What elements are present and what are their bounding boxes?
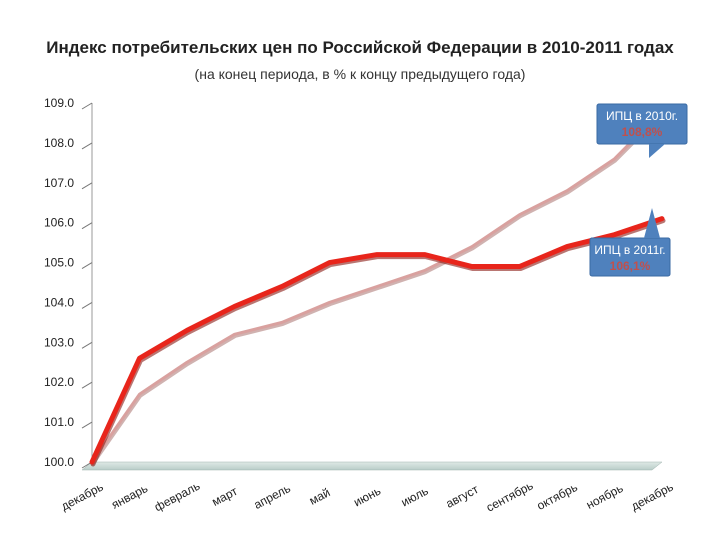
y-tick-label: 105.0 bbox=[44, 256, 74, 270]
callout-box bbox=[596, 103, 688, 145]
x-tick-label: апрель bbox=[251, 481, 292, 512]
x-tick-label: март bbox=[209, 484, 240, 509]
x-tick-label: февраль bbox=[152, 479, 202, 515]
y-tick-label: 109.0 bbox=[44, 96, 74, 110]
y-tick-mark bbox=[81, 142, 93, 150]
x-tick-label: декабрь bbox=[629, 480, 676, 514]
series-2011-shadow bbox=[90, 218, 666, 467]
chart-subtitle: (на конец периода, в % к концу предыдуще… bbox=[194, 66, 526, 82]
callout-value: 106,1% bbox=[610, 259, 651, 273]
callout-label: ИПЦ в 2011г. bbox=[594, 243, 665, 257]
x-tick-label: январь bbox=[109, 481, 150, 512]
x-tick-label: август bbox=[443, 482, 481, 511]
callout-2011: ИПЦ в 2011г. 106,1% bbox=[589, 208, 671, 277]
x-tick-label: декабрь bbox=[59, 480, 106, 514]
series-2011-line bbox=[89, 216, 665, 465]
y-tick-label: 103.0 bbox=[44, 335, 74, 349]
y-tick-mark bbox=[81, 421, 93, 429]
y-tick-mark bbox=[81, 222, 93, 230]
series-2010-line bbox=[90, 109, 664, 464]
y-tick-label: 108.0 bbox=[44, 136, 74, 150]
y-tick-label: 106.0 bbox=[44, 216, 74, 230]
y-tick-mark bbox=[81, 341, 93, 349]
x-tick-label: май bbox=[307, 485, 333, 508]
callout-value: 108,8% bbox=[622, 125, 663, 139]
chart-floor bbox=[81, 461, 663, 471]
x-tick-label: октябрь bbox=[534, 480, 579, 513]
x-tick-label: ноябрь bbox=[584, 481, 626, 512]
x-tick-label: сентябрь bbox=[484, 478, 536, 514]
y-tick-mark bbox=[81, 182, 93, 190]
y-tick-mark bbox=[81, 102, 93, 110]
y-tick-mark bbox=[81, 302, 93, 309]
callout-tail bbox=[649, 144, 665, 158]
callout-label: ИПЦ в 2010г. bbox=[606, 109, 678, 123]
callout-tail bbox=[644, 208, 660, 238]
y-tick-mark bbox=[81, 262, 93, 269]
y-tick-label: 102.0 bbox=[44, 375, 74, 389]
y-tick-label: 107.0 bbox=[44, 176, 74, 190]
x-tick-label: июнь bbox=[351, 484, 383, 510]
series-2010-shadow bbox=[91, 111, 665, 466]
y-tick-label: 100.0 bbox=[44, 455, 74, 469]
chart-title: Индекс потребительских цен по Российской… bbox=[46, 38, 674, 57]
callout-2010: ИПЦ в 2010г. 108,8% bbox=[596, 103, 688, 158]
callout-box bbox=[589, 237, 671, 277]
y-tick-mark bbox=[81, 381, 93, 389]
y-tick-label: 101.0 bbox=[44, 415, 74, 429]
x-tick-label: июль bbox=[399, 484, 431, 510]
y-tick-label: 104.0 bbox=[44, 295, 74, 309]
